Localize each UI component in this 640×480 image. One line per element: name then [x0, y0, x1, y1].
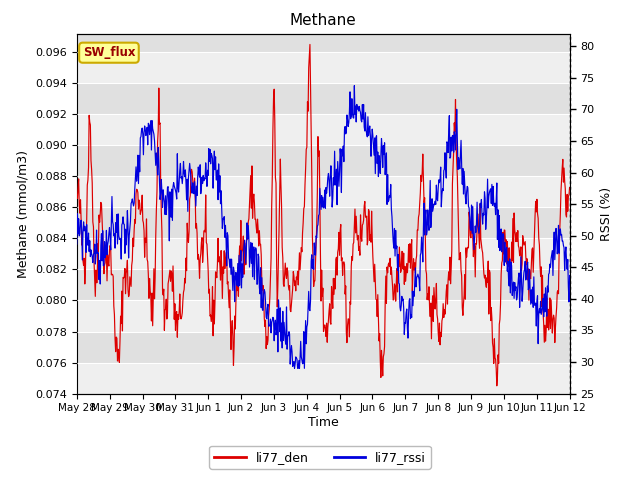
- Bar: [77, 300, 570, 332]
- Title: Methane: Methane: [290, 13, 356, 28]
- Legend: li77_den, li77_rssi: li77_den, li77_rssi: [209, 446, 431, 469]
- Text: SW_flux: SW_flux: [83, 46, 135, 59]
- Bar: [77, 114, 570, 145]
- Bar: [77, 239, 570, 269]
- Bar: [77, 207, 570, 239]
- X-axis label: Time: Time: [308, 416, 339, 429]
- Bar: [77, 269, 570, 300]
- Bar: [77, 52, 570, 83]
- Y-axis label: Methane (mmol/m3): Methane (mmol/m3): [17, 150, 29, 277]
- Y-axis label: RSSI (%): RSSI (%): [600, 187, 612, 240]
- Bar: [77, 83, 570, 114]
- Bar: [77, 362, 570, 394]
- Bar: [77, 145, 570, 176]
- Bar: [77, 176, 570, 207]
- Bar: [77, 332, 570, 362]
